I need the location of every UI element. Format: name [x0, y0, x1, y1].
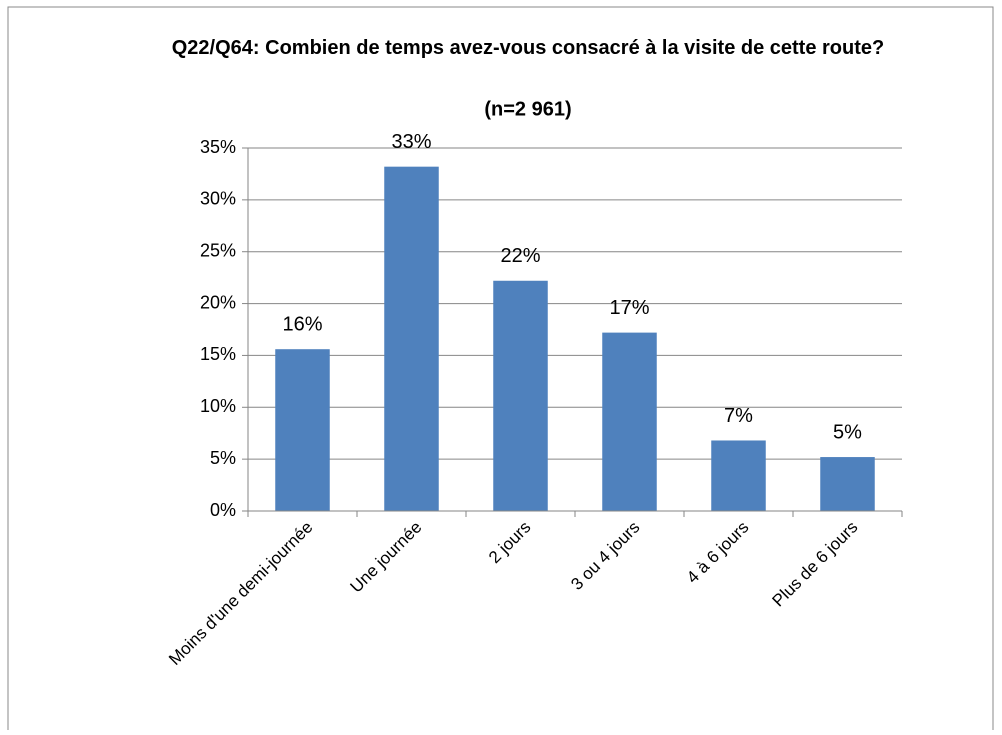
y-tick-label: 10% — [200, 396, 236, 416]
value-label: 16% — [282, 313, 322, 335]
value-label: 17% — [609, 297, 649, 319]
y-tick-label: 5% — [210, 448, 236, 468]
value-label: 22% — [500, 245, 540, 267]
y-tick-label: 30% — [200, 189, 236, 209]
y-tick-label: 20% — [200, 292, 236, 312]
y-tick-label: 0% — [210, 500, 236, 520]
value-label: 7% — [724, 405, 753, 427]
value-label: 33% — [391, 131, 431, 153]
value-label: 5% — [833, 421, 862, 443]
y-tick-label: 25% — [200, 240, 236, 260]
bar — [493, 280, 548, 511]
bar — [275, 349, 330, 511]
y-tick-label: 15% — [200, 344, 236, 364]
y-tick-label: 35% — [200, 137, 236, 157]
bar — [820, 457, 875, 511]
chart-subtitle: (n=2 961) — [484, 98, 571, 120]
bar — [384, 166, 439, 511]
chart-title: Q22/Q64: Combien de temps avez-vous cons… — [171, 37, 885, 59]
bar — [711, 440, 766, 511]
bar — [602, 332, 657, 511]
title-box: Q22/Q64: Combien de temps avez-vous cons… — [171, 37, 885, 59]
